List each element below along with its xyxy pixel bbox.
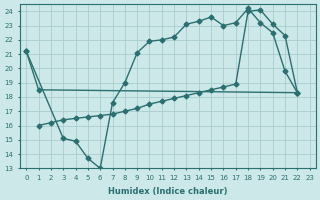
- X-axis label: Humidex (Indice chaleur): Humidex (Indice chaleur): [108, 187, 228, 196]
